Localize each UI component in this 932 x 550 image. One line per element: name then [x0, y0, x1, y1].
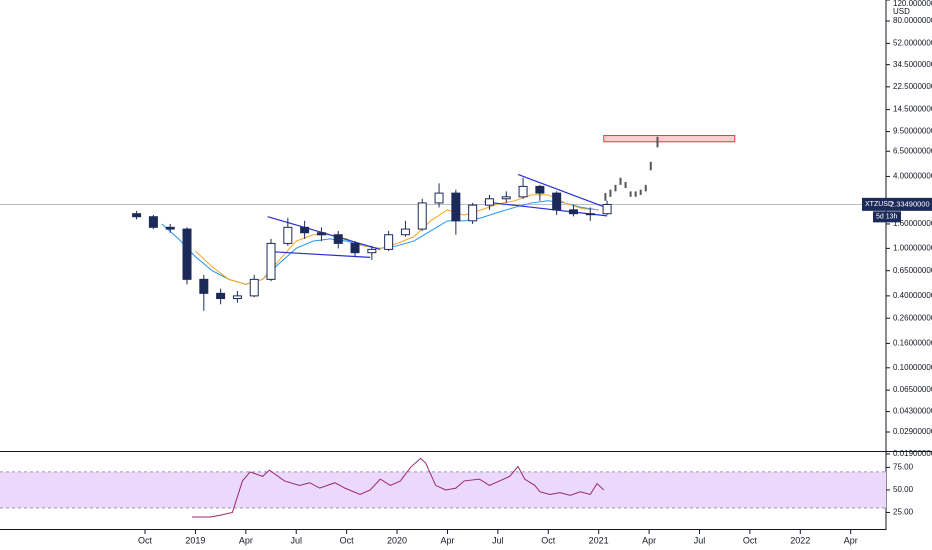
- candle-body: [148, 216, 158, 228]
- x-tick-label: Oct: [541, 535, 556, 545]
- candle-body: [518, 185, 528, 198]
- y-tick-label: 0.65000000: [893, 266, 932, 275]
- ma-fast: [195, 194, 599, 285]
- x-tick-label: Jul: [492, 535, 504, 545]
- trendline: [269, 250, 371, 258]
- candle-body: [468, 204, 478, 222]
- x-tick-label: Jul: [290, 535, 302, 545]
- x-tick-label: Apr: [239, 535, 253, 545]
- y-tick-label: 22.50000000: [893, 82, 932, 91]
- y-tick-label: 0.02900000: [893, 427, 932, 436]
- candle-body: [484, 198, 494, 206]
- candle-body: [283, 226, 293, 244]
- rsi-tick-label: 50.00: [893, 485, 914, 494]
- y-tick-label: 0.06500000: [893, 385, 932, 394]
- y-tick-label: 52.00000000: [893, 38, 932, 47]
- y-tick-label: 34.50000000: [893, 60, 932, 69]
- candle-body: [232, 295, 242, 300]
- y-tick-label: 0.26000000: [893, 313, 932, 322]
- y-tick-label: 6.50000000: [893, 146, 932, 155]
- symbol-label: XTZUSD: [865, 201, 893, 208]
- candle-body: [568, 209, 578, 215]
- candle-body: [417, 202, 427, 230]
- candle-body: [367, 248, 377, 254]
- y-tick-label: 1.60000000: [893, 219, 932, 228]
- y-tick-label: 14.50000000: [893, 105, 932, 114]
- candle-body: [199, 278, 209, 294]
- countdown-badge: [873, 211, 901, 223]
- x-tick-label: 2020: [387, 535, 407, 545]
- candle-body: [132, 213, 142, 218]
- y-tick-label: 9.50000000: [893, 127, 932, 136]
- candle-body: [182, 228, 192, 280]
- candle-body: [333, 234, 343, 244]
- y-tick-label: 0.16000000: [893, 339, 932, 348]
- currency-label: USD: [893, 7, 910, 16]
- y-tick-label: 0.40000000: [893, 291, 932, 300]
- x-tick-label: Apr: [642, 535, 656, 545]
- rsi-tick-label: 25.00: [893, 508, 914, 517]
- resistance-zone: [603, 135, 736, 143]
- rsi-band: [0, 471, 886, 508]
- candle-body: [501, 196, 511, 200]
- rsi-line: [192, 457, 605, 518]
- candle-body: [400, 228, 410, 236]
- candle-body: [451, 192, 461, 222]
- y-tick-label: 1.00000000: [893, 243, 932, 252]
- candle-body: [384, 234, 394, 250]
- y-tick-label: 0.01900000: [893, 449, 932, 458]
- y-tick-label: 4.00000000: [893, 172, 932, 181]
- rsi-tick-label: 75.00: [893, 463, 914, 472]
- x-tick-label: Apr: [844, 535, 858, 545]
- candle-body: [165, 226, 175, 230]
- y-tick-label: 120.00000000: [893, 0, 932, 8]
- x-tick-label: Oct: [743, 535, 758, 545]
- candle-body: [249, 278, 259, 297]
- x-tick-label: Oct: [340, 535, 355, 545]
- x-tick-label: 2021: [589, 535, 609, 545]
- x-tick-label: Oct: [138, 535, 153, 545]
- candle-body: [585, 213, 595, 216]
- candle-body: [266, 242, 276, 280]
- y-tick-label: 0.10000000: [893, 363, 932, 372]
- x-tick-label: Jul: [694, 535, 706, 545]
- candle-body: [216, 292, 226, 300]
- candle-body: [316, 232, 326, 236]
- price-badge: [862, 197, 932, 211]
- countdown-label: 5d 13h: [876, 214, 898, 221]
- last-price-label: 2.33490000: [890, 199, 930, 208]
- x-tick-label: 2019: [185, 535, 205, 545]
- x-tick-label: 2022: [790, 535, 810, 545]
- candle-body: [535, 185, 545, 194]
- candle-body: [602, 203, 612, 215]
- y-tick-label: 0.04300000: [893, 407, 932, 416]
- candle-body: [434, 192, 444, 204]
- candle-body: [552, 192, 562, 211]
- x-tick-label: Apr: [440, 535, 454, 545]
- candle-body: [350, 242, 360, 254]
- candle-body: [300, 226, 310, 234]
- trendline: [517, 173, 608, 209]
- y-tick-label: 80.00000000: [893, 16, 932, 25]
